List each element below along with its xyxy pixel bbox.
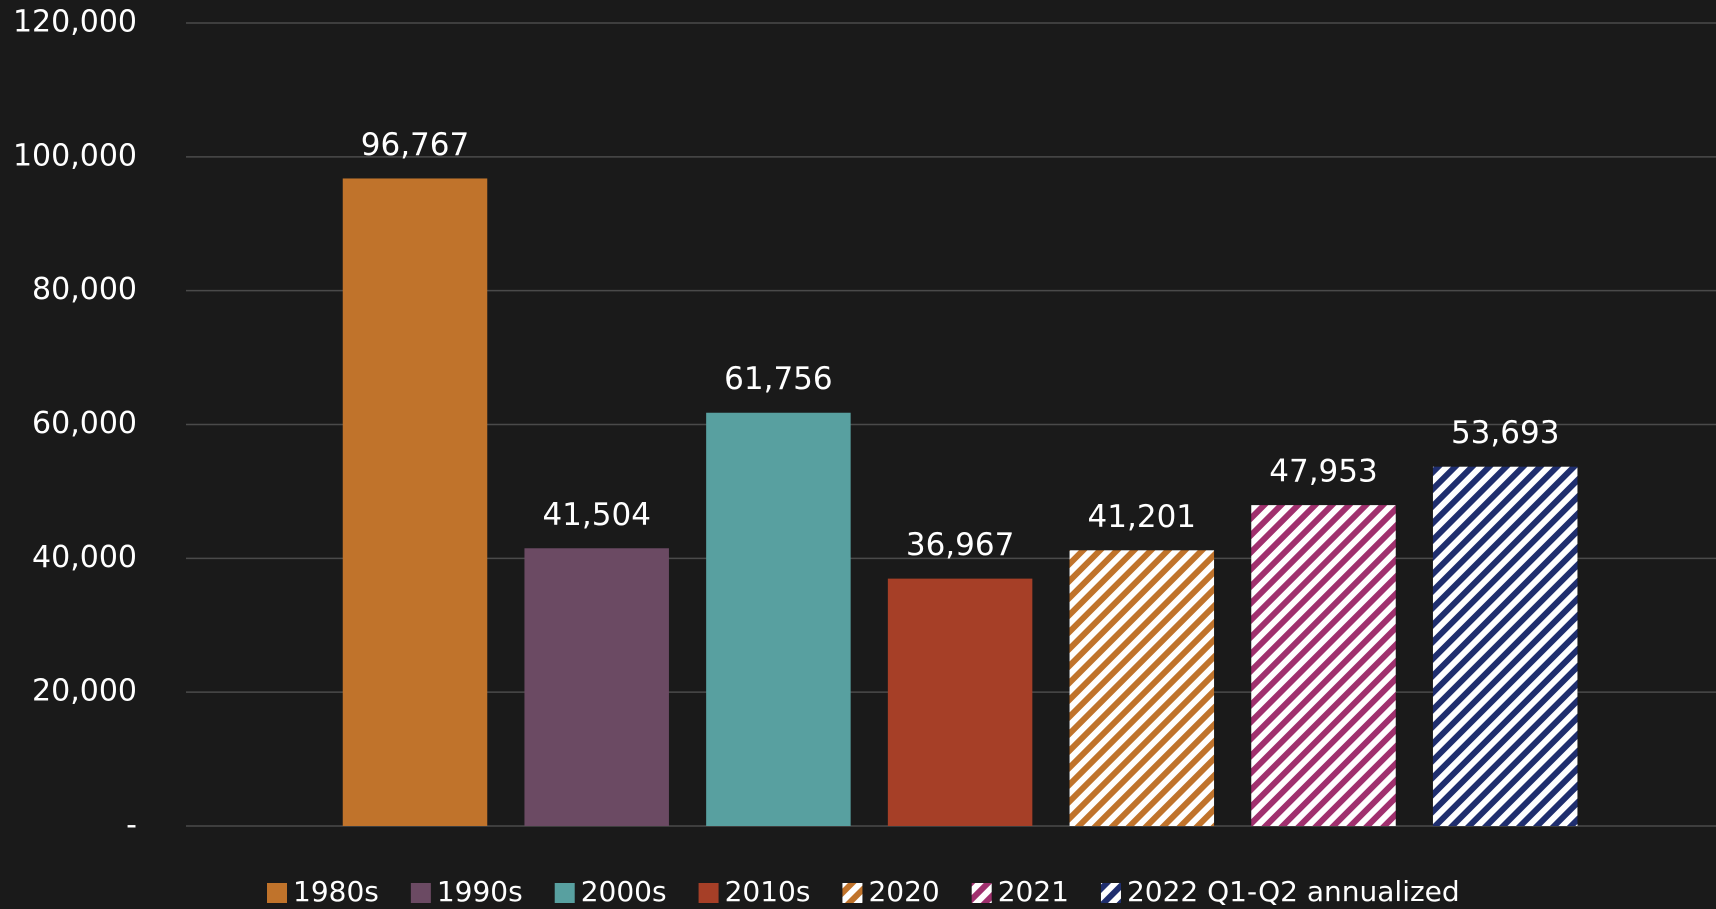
- bar: [887, 578, 1033, 826]
- y-tick-label: 40,000: [32, 540, 137, 575]
- legend-label: 1990s: [437, 875, 523, 908]
- legend-swatch: [971, 883, 992, 903]
- data-label: 61,756: [724, 361, 832, 397]
- y-tick-label: -: [126, 808, 137, 843]
- legend-swatch: [410, 883, 431, 903]
- legend-label: 2020: [868, 875, 939, 908]
- y-tick-label: 80,000: [32, 272, 137, 307]
- bar: [342, 178, 488, 826]
- data-label: 41,504: [542, 497, 650, 533]
- legend-swatch: [842, 883, 863, 903]
- bar: [1432, 466, 1578, 826]
- data-label: 53,693: [1451, 415, 1559, 451]
- y-tick-label: 100,000: [13, 138, 137, 173]
- data-label: 41,201: [1088, 499, 1196, 535]
- legend-swatch: [554, 883, 575, 903]
- bar: [524, 548, 669, 826]
- legend-label: 2022 Q1-Q2 annualized: [1127, 875, 1460, 908]
- data-label: 47,953: [1269, 454, 1377, 490]
- bar: [706, 412, 851, 826]
- data-label: 36,967: [906, 527, 1014, 563]
- bar: [1069, 550, 1215, 826]
- legend-label: 2010s: [725, 875, 811, 908]
- y-tick-label: 120,000: [13, 5, 137, 40]
- legend-label: 2000s: [581, 875, 667, 908]
- y-tick-label: 60,000: [32, 406, 137, 441]
- data-label: 96,767: [361, 127, 469, 163]
- legend-swatch: [1100, 883, 1121, 903]
- y-tick-label: 20,000: [32, 674, 137, 709]
- bar: [1251, 505, 1396, 826]
- legend-label: 2021: [998, 875, 1069, 908]
- legend-label: 1980s: [293, 875, 379, 908]
- legend-swatch: [698, 883, 719, 903]
- legend-swatch: [267, 883, 287, 903]
